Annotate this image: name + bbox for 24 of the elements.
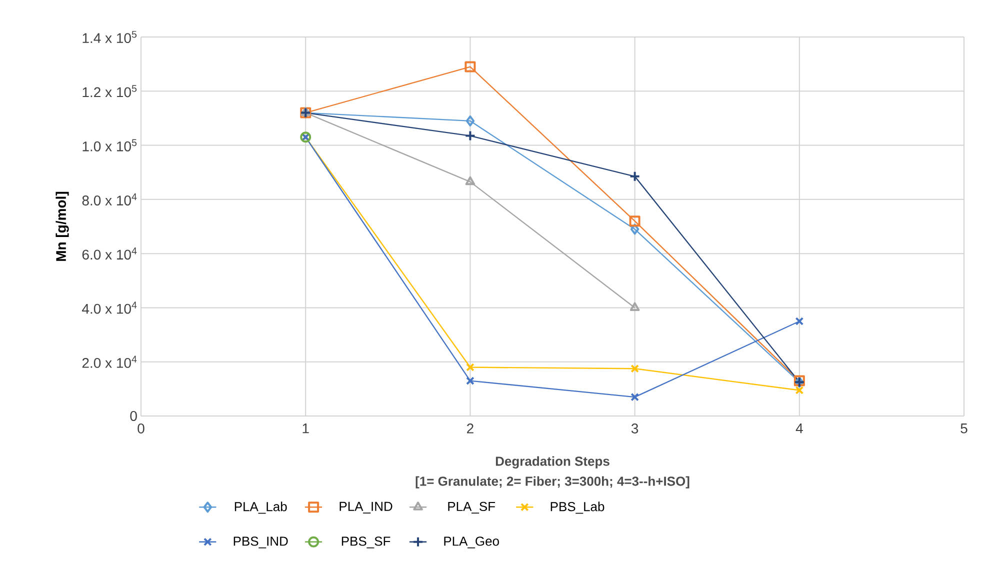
y-tick-label: 2.0 x 10$^{4}$	[82, 356, 137, 368]
y-tick-label: 8.0 x 10$^{4}$	[82, 193, 137, 206]
y-tick-label: 6.0 x 10$^{4}$	[82, 248, 137, 260]
y-tick-label: 4.0 x 10$^{4}$	[82, 302, 137, 314]
x-tick-label: 1	[302, 424, 309, 434]
x-axis-title: Degradation Steps	[496, 456, 610, 468]
legend-label: PLA_Geo	[444, 536, 499, 548]
y-axis-title: Mn [g/mol]	[56, 192, 69, 261]
y-tick-label: 0	[130, 411, 137, 421]
x-tick-label: 3	[631, 424, 638, 434]
legend-label: PLA_SF	[448, 502, 496, 514]
legend-label: PBS_IND	[234, 536, 288, 548]
text: [1= Granulate; 2= Fiber; 3=300h; 4=3--h+ISO]	[416, 476, 690, 488]
y-tick-label: 1.0 x 10$^{5}$	[82, 139, 137, 152]
y-tick-label: 1.4 x 10$^{5}$	[82, 30, 137, 44]
legend-label: PLA_Lab	[234, 502, 287, 514]
x-tick-label: 5	[960, 424, 968, 434]
legend-label: PLA_IND	[340, 502, 392, 514]
x-tick-label: 2	[467, 424, 474, 434]
x-tick-label: 4	[796, 424, 803, 434]
legend-label: PBS_SF	[342, 536, 390, 548]
y-tick-label: 1.2 x 10$^{5}$	[82, 85, 137, 98]
x-tick-label: 0	[138, 424, 144, 434]
legend-label: PBS_Lab	[550, 502, 604, 514]
